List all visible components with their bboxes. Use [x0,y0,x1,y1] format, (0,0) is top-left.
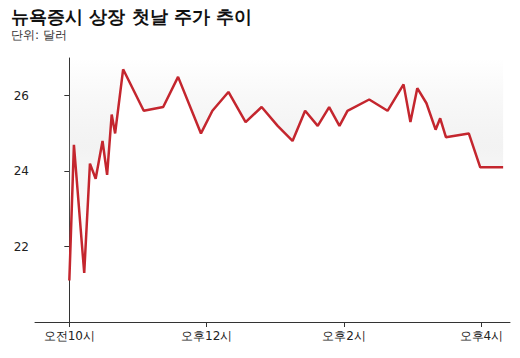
svg-text:22: 22 [14,240,29,254]
svg-text:단위: 달러: 단위: 달러 [11,28,67,42]
svg-text:뉴욕증시 상장 첫날 주가 추이: 뉴욕증시 상장 첫날 주가 추이 [11,6,252,27]
svg-text:오전10시: 오전10시 [44,329,95,343]
svg-text:24: 24 [14,164,29,178]
svg-text:오후12시: 오후12시 [181,329,232,343]
svg-text:오후2시: 오후2시 [322,329,366,343]
svg-text:오후4시: 오후4시 [460,329,504,343]
svg-text:26: 26 [14,89,29,103]
